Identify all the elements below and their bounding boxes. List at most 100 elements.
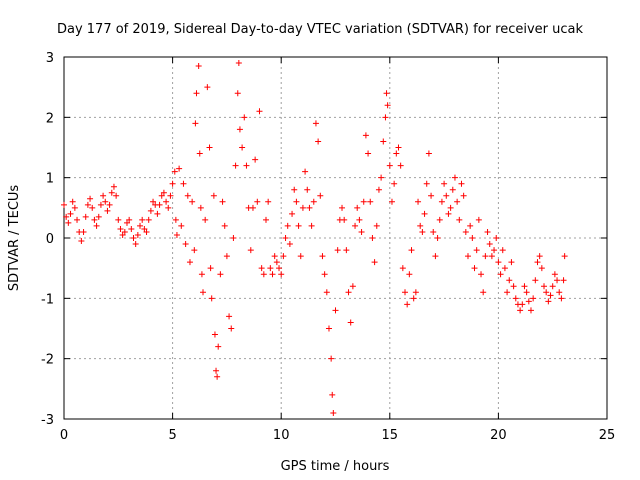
- data-point: [530, 295, 537, 302]
- data-point: [415, 198, 422, 205]
- data-point: [473, 247, 480, 254]
- data-point: [488, 253, 495, 260]
- data-point: [226, 313, 233, 320]
- data-point: [215, 343, 222, 350]
- data-point: [117, 225, 124, 232]
- data-point: [445, 210, 452, 217]
- data-point: [214, 373, 221, 380]
- data-point: [154, 210, 161, 217]
- data-point: [380, 138, 387, 145]
- data-point: [325, 325, 332, 332]
- data-point: [207, 265, 214, 272]
- data-point: [158, 192, 165, 199]
- data-point: [289, 210, 296, 217]
- y-tick-label: 1: [46, 172, 54, 187]
- data-point: [478, 271, 485, 278]
- data-point: [63, 213, 70, 220]
- data-point: [137, 222, 144, 229]
- data-point: [278, 271, 285, 278]
- data-point: [554, 277, 561, 284]
- data-point: [171, 168, 178, 175]
- data-point: [560, 277, 567, 284]
- data-point: [517, 307, 524, 314]
- data-point: [239, 144, 246, 151]
- data-point: [536, 253, 543, 260]
- data-point: [265, 198, 272, 205]
- data-point: [230, 235, 237, 241]
- data-point: [421, 210, 428, 217]
- data-point: [508, 259, 515, 266]
- data-point: [365, 150, 372, 157]
- data-point: [202, 216, 209, 223]
- data-point: [97, 201, 104, 208]
- data-point: [360, 198, 367, 205]
- data-point: [258, 265, 265, 272]
- data-point: [213, 367, 220, 374]
- data-point: [134, 231, 141, 238]
- data-point: [182, 241, 189, 248]
- data-point: [412, 289, 419, 296]
- data-point: [232, 162, 239, 169]
- data-point: [249, 204, 256, 211]
- data-point: [293, 198, 300, 205]
- data-point: [512, 295, 519, 302]
- data-point: [345, 289, 352, 296]
- data-point: [480, 289, 487, 296]
- data-point: [184, 192, 191, 199]
- data-point: [330, 409, 337, 416]
- data-point: [93, 222, 100, 229]
- data-point: [271, 253, 278, 260]
- data-point: [382, 114, 389, 121]
- data-point: [356, 216, 363, 223]
- data-point: [561, 253, 568, 260]
- data-point: [369, 235, 376, 241]
- data-point: [399, 265, 406, 272]
- data-point: [87, 195, 94, 202]
- data-point: [82, 213, 89, 220]
- data-point: [441, 180, 448, 187]
- data-point: [65, 219, 72, 226]
- data-point: [302, 168, 309, 175]
- data-point: [362, 132, 369, 139]
- data-point: [551, 271, 558, 278]
- data-point: [189, 198, 196, 205]
- data-point: [180, 180, 187, 187]
- data-point: [173, 231, 180, 238]
- data-point: [128, 225, 135, 232]
- data-point: [160, 189, 167, 196]
- data-point: [291, 186, 298, 193]
- data-point: [267, 265, 274, 272]
- data-point: [458, 180, 465, 187]
- data-point: [549, 283, 556, 290]
- data-point: [417, 222, 424, 229]
- data-point: [349, 283, 356, 290]
- data-point: [130, 235, 137, 241]
- data-point: [150, 198, 157, 205]
- data-point: [210, 192, 217, 199]
- data-point: [386, 162, 393, 169]
- data-point: [388, 198, 395, 205]
- data-point: [497, 271, 504, 278]
- y-axis-label: SDTVAR / TECUs: [7, 185, 22, 292]
- data-point: [358, 228, 365, 235]
- data-point: [297, 253, 304, 260]
- data-point: [108, 189, 115, 196]
- data-point: [456, 216, 463, 223]
- data-point: [247, 247, 254, 254]
- data-point: [501, 265, 508, 272]
- data-point: [462, 228, 469, 235]
- data-point: [319, 253, 326, 260]
- y-tick-label: 3: [46, 51, 54, 66]
- data-point: [321, 271, 328, 278]
- data-point: [454, 198, 461, 205]
- data-point: [308, 222, 315, 229]
- data-point: [80, 228, 87, 235]
- y-tick-label: 0: [46, 232, 54, 247]
- data-point: [408, 247, 415, 254]
- data-point: [115, 216, 122, 223]
- data-point: [493, 235, 500, 241]
- data-point: [538, 265, 545, 272]
- data-point: [395, 144, 402, 151]
- data-point: [406, 271, 413, 278]
- data-point: [113, 192, 120, 199]
